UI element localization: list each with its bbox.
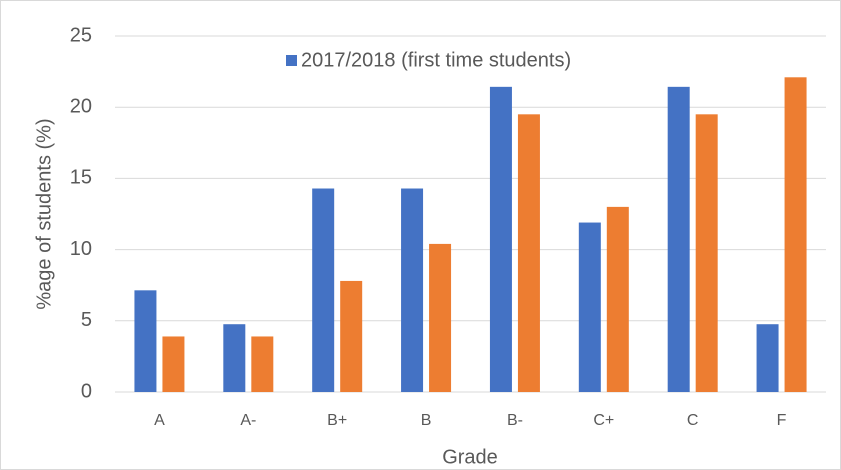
x-tick-label: A xyxy=(154,412,165,429)
bar xyxy=(401,188,424,392)
x-tick-label: C xyxy=(687,412,699,429)
bar xyxy=(695,114,718,392)
bar xyxy=(667,86,690,393)
y-tick-label: 10 xyxy=(70,238,92,260)
x-tick-label: F xyxy=(777,412,787,429)
bar xyxy=(251,336,274,392)
bar xyxy=(517,114,540,392)
legend-swatch xyxy=(286,55,297,66)
x-tick-label: B xyxy=(421,412,432,429)
bar xyxy=(162,336,185,392)
y-tick-label: 15 xyxy=(70,167,92,189)
bar xyxy=(784,77,807,393)
bar xyxy=(578,222,601,392)
bar xyxy=(134,290,157,392)
y-tick-label: 20 xyxy=(70,95,92,117)
x-tick-label: C+ xyxy=(593,412,614,429)
bar xyxy=(429,243,452,392)
bar xyxy=(489,86,512,393)
y-axis-label: %age of students (%) xyxy=(33,118,55,309)
y-tick-label: 25 xyxy=(70,24,92,46)
bar xyxy=(312,188,335,392)
x-axis-label: Grade xyxy=(442,446,498,468)
bar xyxy=(756,324,779,392)
y-tick-label: 0 xyxy=(81,380,92,402)
bar xyxy=(223,324,246,392)
legend-label: 2017/2018 (first time students) xyxy=(301,49,571,71)
x-tick-label: B- xyxy=(507,412,523,429)
x-tick-label: A- xyxy=(240,412,256,429)
bar xyxy=(340,280,363,392)
x-tick-label: B+ xyxy=(327,412,347,429)
bar xyxy=(606,206,629,392)
y-tick-label: 5 xyxy=(81,309,92,331)
